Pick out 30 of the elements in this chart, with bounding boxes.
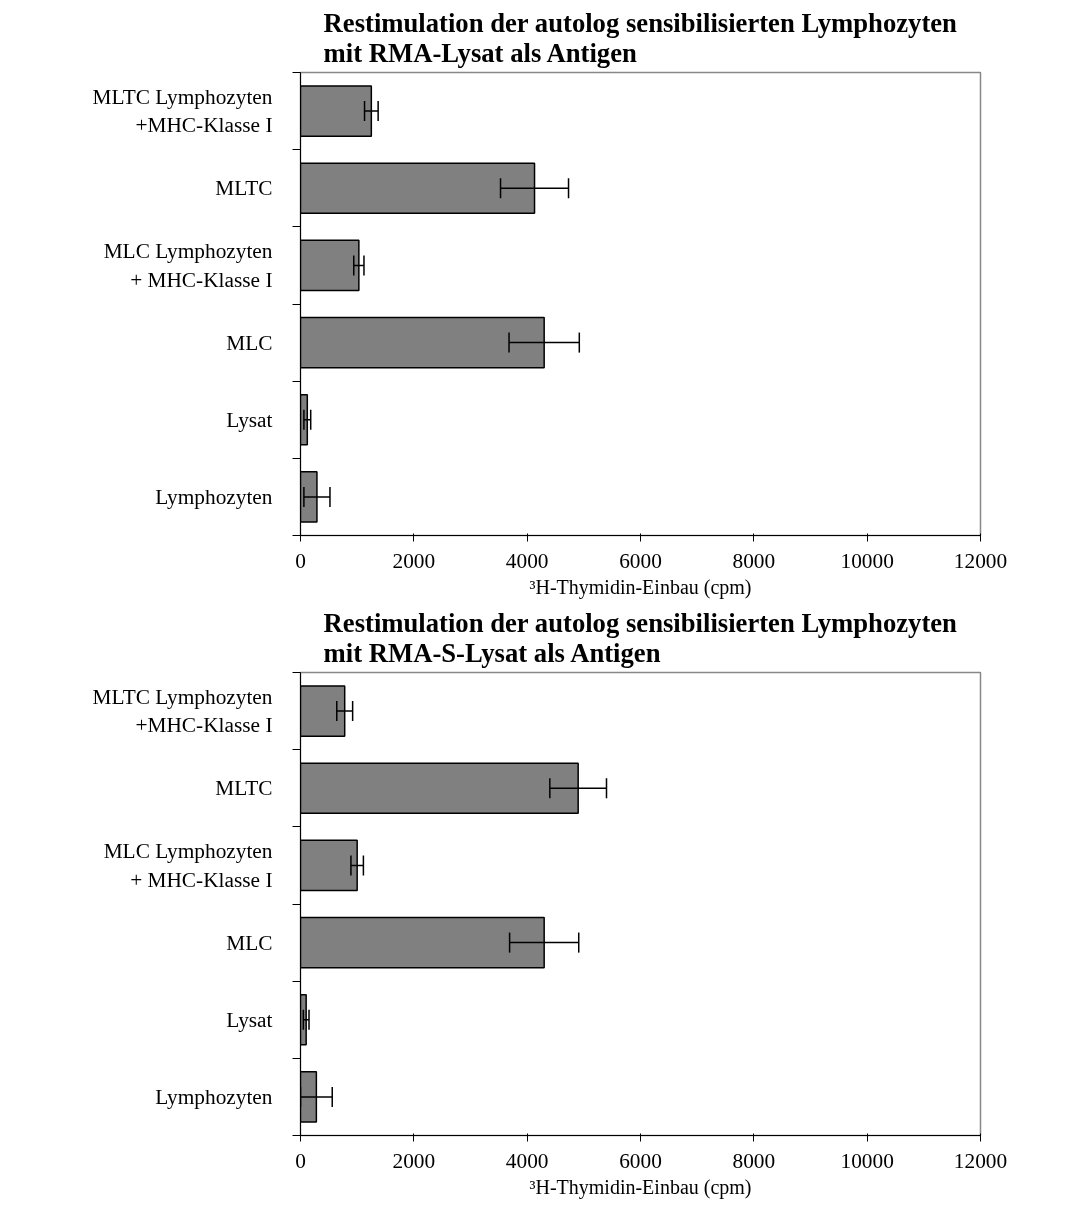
x-tick-label: 0 [295, 548, 306, 573]
x-axis-title: ³H-Thymidin-Einbau (cpm) [529, 1175, 752, 1199]
y-tick-label: Lysat [226, 407, 273, 432]
y-tick-label: Lysat [226, 1007, 273, 1032]
x-tick-label: 8000 [732, 548, 776, 573]
y-tick-label: MLC [226, 330, 273, 355]
y-tick-label: MLTC [215, 776, 273, 801]
chart-title: Restimulation der autolog sensibilisierten Lymphozyten mit RMA-S-Lysat als Antigen [323, 607, 958, 668]
y-tick-label: Lymphozyten [155, 484, 273, 509]
x-tick-label: 0 [295, 1148, 306, 1173]
x-tick-label: 2000 [392, 548, 436, 573]
x-tick-label: 8000 [732, 1148, 776, 1173]
y-tick-label: MLTC [215, 176, 273, 201]
x-tick-label: 2000 [392, 1148, 436, 1173]
y-tick-label: MLTC Lymphozyten +MHC-Klasse I [92, 84, 273, 138]
x-tick-label: 6000 [619, 1148, 662, 1173]
x-tick-label: 10000 [840, 548, 894, 573]
x-tick-label: 4000 [505, 1148, 549, 1173]
chart-title: Restimulation der autolog sensibilisierten Lymphozyten mit RMA-Lysat als Antigen [323, 7, 958, 68]
y-tick-label: MLTC Lymphozyten +MHC-Klasse I [92, 684, 273, 738]
x-tick-label: 4000 [505, 548, 549, 573]
y-tick-label: MLC Lymphozyten + MHC-Klasse I [103, 239, 273, 292]
x-tick-label: 12000 [953, 548, 1008, 573]
y-tick-label: Lymphozyten [155, 1084, 273, 1109]
x-axis-title: ³H-Thymidin-Einbau (cpm) [529, 575, 752, 599]
y-tick-label: MLC Lymphozyten + MHC-Klasse I [103, 839, 273, 892]
y-tick-label: MLC [226, 930, 273, 955]
x-tick-label: 6000 [619, 548, 662, 573]
x-tick-label: 10000 [840, 1148, 894, 1173]
x-tick-label: 12000 [953, 1148, 1008, 1173]
